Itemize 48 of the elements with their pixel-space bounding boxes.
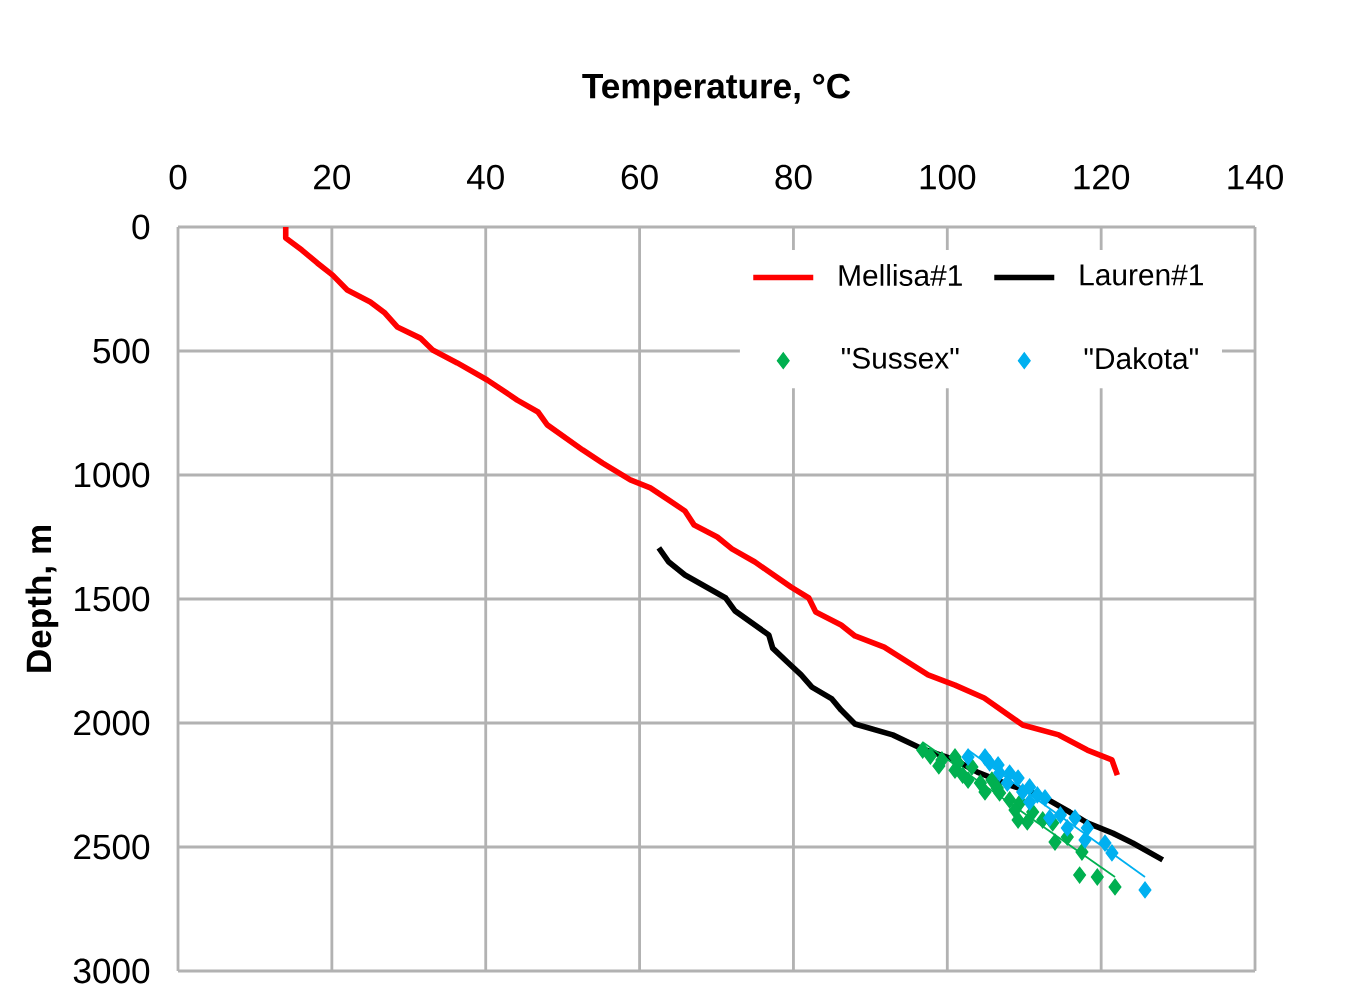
x-tick-label: 120 xyxy=(1074,164,1130,190)
point xyxy=(1048,833,1062,851)
point xyxy=(1078,831,1092,849)
point xyxy=(1043,809,1057,827)
x-tick-label: 80 xyxy=(775,164,812,190)
y-tick-label: 500 xyxy=(93,338,150,364)
point xyxy=(1108,878,1122,896)
legend-label: Lauren#1 xyxy=(1080,264,1203,286)
legend-label: "Dakota" xyxy=(1084,347,1198,370)
y-tick-label: 0 xyxy=(132,214,150,240)
point xyxy=(1020,813,1034,831)
x-tick-label: 100 xyxy=(920,164,976,190)
y-tick-label: 1500 xyxy=(75,586,150,612)
point xyxy=(923,747,937,765)
point xyxy=(1138,881,1152,899)
point xyxy=(961,748,975,766)
point xyxy=(1016,783,1030,801)
x-axis-title: Temperature, °C xyxy=(582,73,851,106)
point xyxy=(1053,806,1067,824)
point xyxy=(1098,834,1112,852)
point xyxy=(916,741,930,759)
point xyxy=(1003,791,1017,809)
x-tick-label: 20 xyxy=(314,164,351,190)
point xyxy=(1105,844,1119,862)
point xyxy=(965,758,979,776)
point xyxy=(1011,769,1025,787)
point xyxy=(978,783,992,801)
point xyxy=(1090,868,1104,886)
point xyxy=(1011,811,1025,829)
point xyxy=(1080,819,1094,837)
x-tick-label: 60 xyxy=(621,164,658,190)
x-tick-label: 140 xyxy=(1228,164,1283,190)
y-tick-label: 2500 xyxy=(74,834,150,860)
legend-label: Mellisa#1 xyxy=(839,264,962,286)
point xyxy=(1060,819,1074,837)
point xyxy=(1073,866,1087,884)
point xyxy=(1038,789,1052,807)
y-tick-label: 2000 xyxy=(74,710,150,736)
x-tick-label: 0 xyxy=(169,164,187,190)
point xyxy=(961,771,975,789)
y-tick-label: 3000 xyxy=(73,958,150,984)
x-tick-label: 40 xyxy=(467,164,504,190)
point xyxy=(1068,809,1082,827)
legend-label: "Sussex" xyxy=(841,347,959,369)
point xyxy=(1075,843,1089,861)
point xyxy=(1023,793,1037,811)
y-tick-label: 1000 xyxy=(75,462,150,488)
y-axis-title: Depth, m xyxy=(25,526,59,672)
